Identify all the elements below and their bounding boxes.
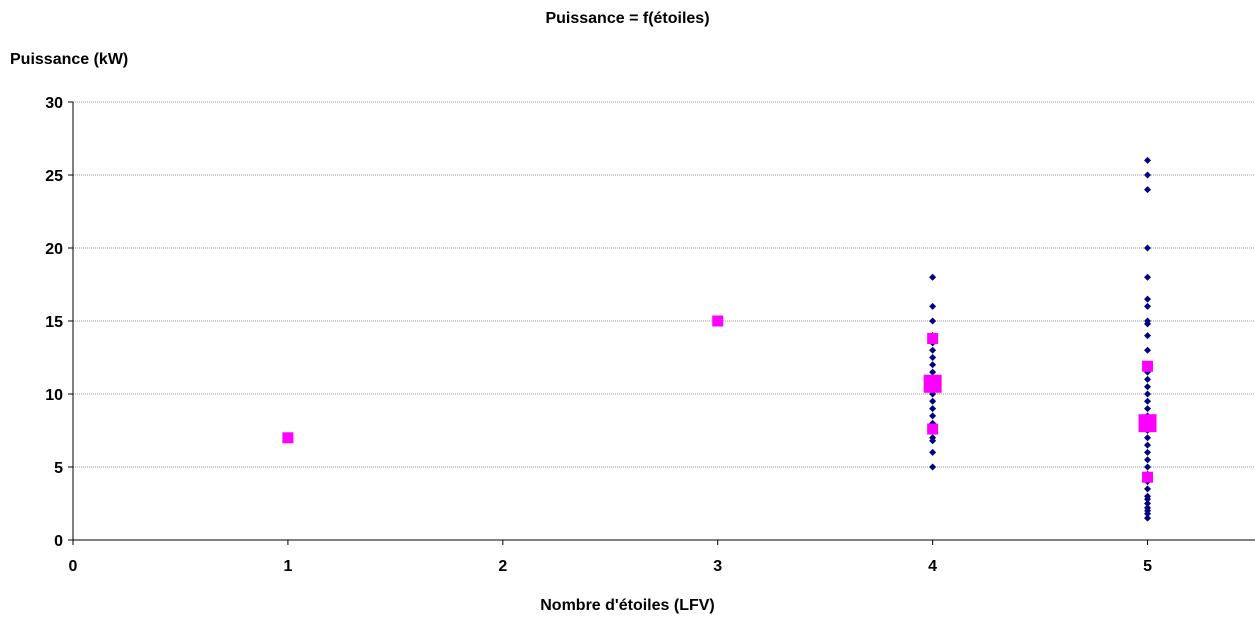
data-point-diamond [929,273,937,281]
data-point-diamond [929,405,937,413]
data-point-diamond [929,346,937,354]
data-point-diamond [1144,346,1152,354]
data-point-diamond [1144,405,1152,413]
data-point-square [923,374,942,393]
data-point-diamond [1144,186,1152,194]
y-tick-label: 5 [54,460,63,477]
data-point-diamond [929,361,937,369]
data-point-diamond [1144,375,1152,383]
y-tick-label: 15 [45,314,63,331]
x-tick-labels: 0 1 2 3 4 5 [69,558,1153,575]
y-tick-labels: 0 5 10 15 20 25 30 [45,95,63,550]
y-axis-label: Puissance (kW) [10,51,129,68]
data-point-diamond [929,434,937,442]
y-tick-label: 10 [45,387,63,404]
grid-lines [73,101,1255,468]
data-point-diamond [1144,332,1152,340]
data-points [282,156,1157,522]
data-point-diamond [1144,463,1152,471]
y-tick-label: 25 [45,168,63,185]
data-point-diamond [1144,244,1152,252]
data-point-square [1142,471,1154,483]
data-point-diamond [1144,397,1152,405]
x-tick-label: 4 [928,558,937,575]
data-point-diamond [1144,295,1152,303]
data-point-diamond [1144,448,1152,456]
data-point-diamond [1144,434,1152,442]
data-point-square [927,423,939,435]
data-point-diamond [1144,500,1152,507]
data-point-square [927,333,939,345]
data-point-diamond [1144,456,1152,464]
data-point-diamond [1144,273,1152,281]
x-tick-label: 5 [1143,558,1152,575]
data-point-diamond [1144,504,1152,512]
x-tick-label: 1 [283,558,292,575]
chart-title: Puissance = f(étoiles) [545,10,710,27]
data-point-diamond [929,397,937,405]
data-point-diamond [1144,156,1152,164]
x-tick-label: 3 [713,558,722,575]
data-point-diamond [1144,390,1152,398]
data-point-diamond [1144,171,1152,179]
data-point-diamond [1144,317,1152,325]
x-tick-label: 0 [69,558,78,575]
data-point-diamond [929,448,937,456]
x-tick-label: 2 [498,558,507,575]
data-point-diamond [1144,485,1152,493]
data-point-square [282,432,294,444]
data-point-square [712,315,724,327]
data-point-diamond [929,302,937,310]
data-point-diamond [1144,441,1152,449]
y-tick-label: 0 [54,533,63,550]
data-point-diamond [929,368,937,376]
data-point-diamond [929,463,937,471]
data-point-diamond [1144,514,1152,522]
y-tick-label: 20 [45,241,63,258]
data-point-diamond [1144,383,1152,391]
axes [68,101,1255,545]
x-axis-label: Nombre d'étoiles (LFV) [540,597,715,614]
data-point-diamond [1144,302,1152,310]
y-tick-label: 30 [45,95,63,112]
data-point-square [1142,360,1154,372]
data-point-square [1138,414,1157,433]
data-point-diamond [929,354,937,361]
data-point-diamond [929,412,937,420]
data-point-diamond [1144,492,1152,500]
data-point-diamond [929,317,937,325]
